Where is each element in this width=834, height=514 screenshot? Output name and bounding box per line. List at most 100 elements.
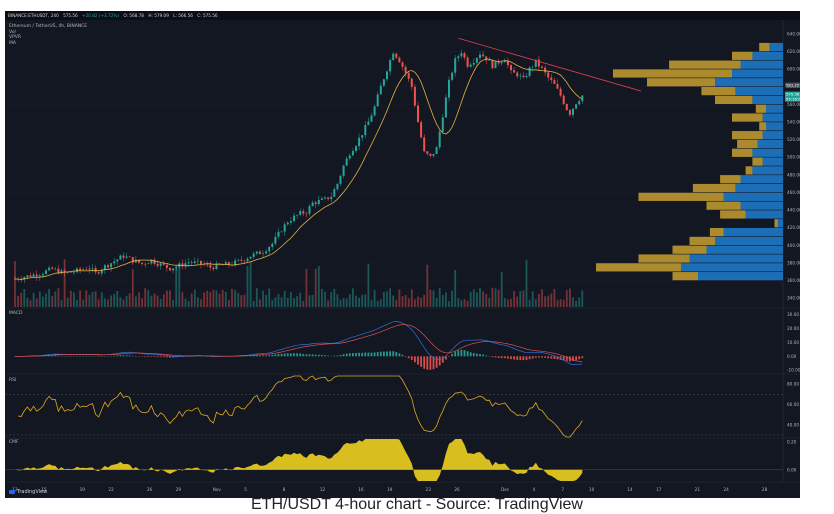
candle-body <box>476 58 478 63</box>
candle-body <box>374 106 376 115</box>
price-tick-label: 500.00 <box>787 155 800 160</box>
candle-body <box>169 268 171 271</box>
volume-bar <box>64 259 66 307</box>
macd-histogram-bar <box>526 356 528 360</box>
macd-histogram-bar <box>281 354 283 356</box>
candle-body <box>560 89 562 96</box>
candle-body <box>550 78 552 81</box>
volume-bar <box>426 265 428 307</box>
macd-histogram-bar <box>349 353 351 356</box>
macd-pane-label[interactable]: MACD <box>9 311 23 317</box>
volume-bar <box>464 299 466 307</box>
candle-body <box>147 263 149 264</box>
macd-tick-label: 20.00 <box>787 326 799 331</box>
candle-body <box>485 56 487 60</box>
volume-bar <box>104 299 106 307</box>
candle-body <box>256 252 258 254</box>
volume-bar <box>79 290 81 307</box>
macd-histogram-bar <box>129 355 131 356</box>
volume-bar <box>237 293 239 307</box>
macd-histogram-bar <box>464 350 466 356</box>
chart-canvas[interactable]: 340.00360.00380.00400.00420.00440.00460.… <box>5 11 800 498</box>
volume-bar <box>330 292 332 307</box>
candle-body <box>501 62 503 63</box>
macd-histogram-bar <box>504 356 506 358</box>
macd-histogram-bar <box>120 355 122 356</box>
volume-bar <box>327 300 329 307</box>
candle-body <box>529 67 531 76</box>
macd-histogram-bar <box>352 353 354 356</box>
candle-body <box>538 60 540 67</box>
macd-histogram-bar <box>498 356 500 358</box>
volume-bar <box>355 296 357 307</box>
candle-body <box>380 86 382 95</box>
volume-bar <box>476 292 478 307</box>
candle-body <box>278 232 280 237</box>
volume-bar <box>135 296 137 307</box>
volume-bar <box>27 298 29 307</box>
macd-histogram-bar <box>275 354 277 356</box>
macd-histogram-bar <box>513 356 515 359</box>
candle-body <box>575 104 577 108</box>
candle-body <box>88 269 90 270</box>
volume-profile-buy-bar <box>735 87 783 95</box>
open-value: O: 568.78 <box>123 13 144 18</box>
macd-histogram-bar <box>290 353 292 356</box>
volume-bar <box>85 290 87 307</box>
volume-bar <box>141 298 143 307</box>
volume-bar <box>578 298 580 307</box>
candle-body <box>293 216 295 222</box>
volume-profile-buy-bar <box>698 272 783 280</box>
volume-profile-buy-bar <box>735 184 783 192</box>
time-tick-label: 8 <box>283 487 286 492</box>
volume-bar <box>423 295 425 307</box>
macd-histogram-bar <box>58 356 60 357</box>
volume-bar <box>364 294 366 307</box>
volume-bar <box>498 290 500 307</box>
macd-histogram-bar <box>296 353 298 356</box>
price-tick-label: 360.00 <box>787 278 800 283</box>
candle-body <box>445 98 447 118</box>
candle-body <box>389 60 391 71</box>
time-tick-label: 19 <box>387 487 393 492</box>
volume-bar <box>222 290 224 307</box>
symbol-label[interactable]: BINANCE:ETHUSDT, 240 <box>8 13 59 18</box>
candle-body <box>563 96 565 104</box>
price-tick-label: 520.00 <box>787 137 800 142</box>
macd-histogram-bar <box>516 356 518 360</box>
cmf-tick-label: 0.20 <box>787 439 797 444</box>
price-tick-label: 440.00 <box>787 208 800 213</box>
tradingview-brand[interactable]: TradingView <box>9 489 47 495</box>
macd-histogram-bar <box>389 351 391 356</box>
volume-profile-buy-bar <box>724 228 784 236</box>
volume-bar <box>439 288 441 307</box>
candle-body <box>154 260 156 264</box>
macd-histogram-bar <box>510 356 512 359</box>
rsi-pane-label[interactable]: RSI <box>9 378 16 384</box>
volume-bar <box>129 293 131 307</box>
candle-body <box>330 197 332 199</box>
candle-body <box>116 260 118 262</box>
volume-bar <box>377 301 379 307</box>
candle-body <box>491 60 493 68</box>
volume-bar <box>33 293 35 307</box>
volume-bar <box>451 291 453 307</box>
price-tick-label: 540.00 <box>787 119 800 124</box>
legend-ma[interactable]: MA <box>9 41 87 47</box>
candle-body <box>191 262 193 263</box>
time-tick-label: 28 <box>762 487 768 492</box>
volume-bar <box>20 293 22 307</box>
macd-histogram-bar <box>408 356 410 358</box>
volume-profile-sell-bar <box>613 69 732 77</box>
volume-bar <box>259 300 261 307</box>
candle-body <box>436 147 438 154</box>
macd-histogram-bar <box>309 354 311 356</box>
legend-title[interactable]: Ethereum / TetherUS, 4h, BINANCE <box>9 24 87 30</box>
close-value: C: 575.56 <box>197 13 217 18</box>
symbol-header: BINANCE:ETHUSDT, 240 575.56 +20.82 (+3.7… <box>5 11 800 20</box>
volume-profile-buy-bar <box>741 202 784 210</box>
volume-bar <box>312 295 314 307</box>
cmf-pane-label[interactable]: CMF <box>9 440 19 446</box>
macd-histogram-bar <box>374 352 376 356</box>
volume-bar <box>200 299 202 307</box>
